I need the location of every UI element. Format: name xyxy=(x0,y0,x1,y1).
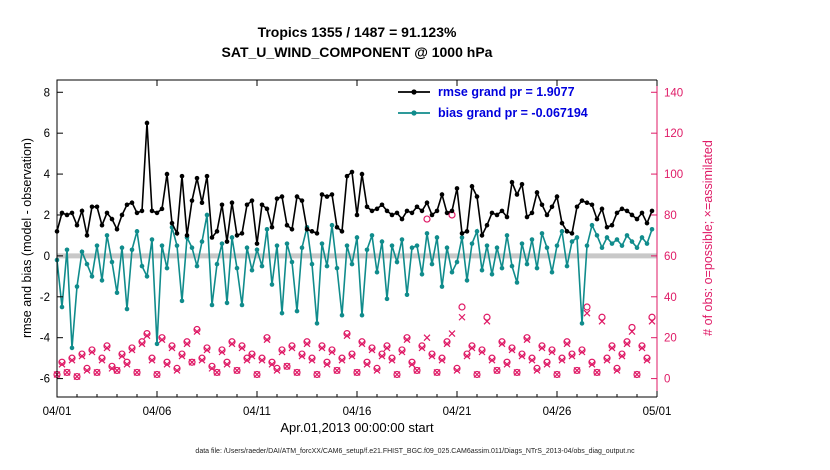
svg-text:140: 140 xyxy=(664,87,683,99)
rmse-line-marker-icon xyxy=(398,88,430,95)
svg-text:80: 80 xyxy=(664,210,677,222)
x-axis-label: Apr.01,2013 00:00:00 start xyxy=(280,420,434,435)
svg-text:04/21: 04/21 xyxy=(443,406,472,418)
svg-text:-2: -2 xyxy=(40,292,50,304)
y-axis-label-right: # of obs: o=possible; ×=assimilated xyxy=(701,140,715,336)
svg-text:04/26: 04/26 xyxy=(543,406,572,418)
y-axis-label-left: rmse and bias (model - observation) xyxy=(20,137,34,339)
svg-text:04/01: 04/01 xyxy=(43,406,72,418)
tick-labels: 04/01 04/06 04/11 04/16 04/21 04/26 05/01 -6 -4 -… xyxy=(40,87,683,418)
axes xyxy=(56,79,658,398)
svg-text:0: 0 xyxy=(664,374,670,386)
legend-label-rmse: rmse grand pr = 1.9077 xyxy=(438,84,575,99)
zero-reference-band xyxy=(57,253,657,259)
legend-label-bias: bias grand pr = -0.067194 xyxy=(438,105,588,120)
chart-title-line2: SAT_U_WIND_COMPONENT @ 1000 hPa xyxy=(221,44,493,60)
chart-title-line1: Tropics 1355 / 1487 = 91.123% xyxy=(257,24,457,40)
bias-line-marker-icon xyxy=(398,109,430,116)
svg-text:05/01: 05/01 xyxy=(643,406,672,418)
svg-text:20: 20 xyxy=(664,333,677,345)
svg-text:6: 6 xyxy=(44,128,50,140)
svg-text:100: 100 xyxy=(664,169,683,181)
obs-count-markers xyxy=(53,211,656,381)
svg-text:8: 8 xyxy=(44,87,50,99)
svg-text:0: 0 xyxy=(44,251,50,263)
svg-text:60: 60 xyxy=(664,251,677,263)
svg-text:04/16: 04/16 xyxy=(343,406,372,418)
svg-text:04/06: 04/06 xyxy=(143,406,172,418)
svg-text:2: 2 xyxy=(44,210,50,222)
svg-text:40: 40 xyxy=(664,292,677,304)
svg-text:-6: -6 xyxy=(40,374,50,386)
legend: rmse grand pr = 1.9077 bias grand pr = -… xyxy=(396,82,588,122)
svg-text:120: 120 xyxy=(664,128,683,140)
svg-text:4: 4 xyxy=(44,169,51,181)
legend-item-rmse: rmse grand pr = 1.9077 xyxy=(396,82,588,101)
data-file-caption: data file: /Users/raeder/DAI/ATM_forcXX/… xyxy=(195,448,635,455)
svg-text:04/11: 04/11 xyxy=(243,406,271,418)
legend-item-bias: bias grand pr = -0.067194 xyxy=(396,103,588,122)
svg-text:-4: -4 xyxy=(40,333,51,345)
series-lines xyxy=(54,120,655,351)
